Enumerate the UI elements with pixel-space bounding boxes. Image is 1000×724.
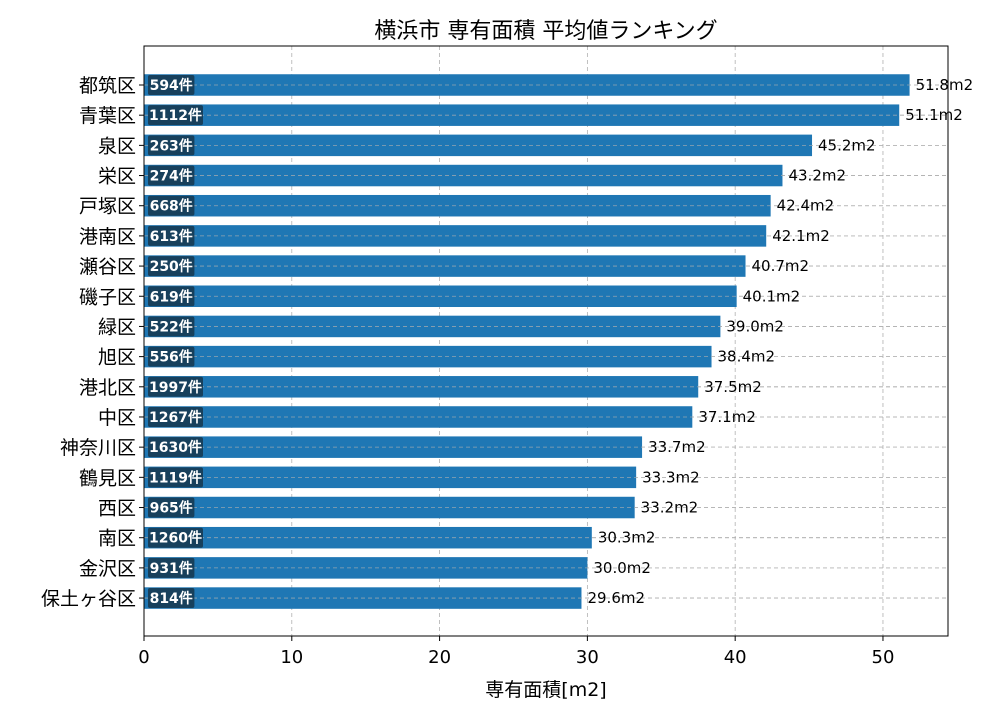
x-tick-label: 10 — [280, 647, 303, 668]
value-label: 43.2m2 — [788, 167, 846, 185]
category-label: 西区 — [98, 498, 136, 520]
count-badge — [148, 75, 195, 95]
value-label: 33.2m2 — [641, 499, 699, 517]
bar — [144, 134, 813, 157]
count-label: 613件 — [150, 228, 193, 245]
value-label: 39.0m2 — [726, 317, 784, 335]
category-label: 旭区 — [98, 347, 136, 369]
count-label: 556件 — [150, 349, 193, 366]
count-badge — [148, 376, 203, 397]
bar — [144, 255, 746, 277]
count-badge — [148, 406, 203, 427]
x-tick-label: 50 — [872, 647, 895, 668]
value-label: 33.3m2 — [642, 468, 700, 486]
count-badge — [148, 497, 195, 518]
axes: 0 10 20 30 40 50 都筑区青葉区泉区栄区戸塚区港南区瀬谷区磯子区緑区旭区港北区… — [41, 75, 894, 668]
count-badge — [148, 557, 195, 578]
count-label: 965件 — [150, 500, 193, 517]
value-label: 30.3m2 — [598, 529, 656, 547]
labels: 594件 51.8m2 1112件 51.1m2 263件 45.2m2 274件 43.2m… — [148, 75, 974, 609]
count-badge — [148, 225, 195, 246]
category-label: 都筑区 — [79, 75, 136, 97]
value-label: 40.1m2 — [743, 287, 801, 305]
count-label: 522件 — [150, 318, 193, 335]
category-label: 保土ヶ谷区 — [41, 588, 136, 610]
value-label: 42.4m2 — [777, 197, 835, 215]
count-label: 1267件 — [149, 409, 202, 426]
chart-title: 横浜市 専有面積 平均値ランキング — [374, 19, 717, 44]
count-badge — [148, 135, 195, 156]
count-badge — [148, 195, 195, 216]
value-label: 38.4m2 — [718, 348, 776, 366]
category-label: 港南区 — [79, 226, 136, 248]
category-label: 戸塚区 — [79, 196, 136, 218]
count-badge — [148, 286, 195, 307]
category-label: 港北区 — [79, 377, 136, 399]
count-label: 594件 — [150, 77, 193, 94]
count-label: 1119件 — [149, 469, 202, 486]
count-badge — [148, 316, 195, 337]
count-label: 931件 — [150, 560, 193, 577]
count-badge — [148, 346, 195, 367]
category-label: 瀬谷区 — [79, 256, 136, 278]
count-badge — [148, 256, 195, 277]
category-label: 青葉区 — [79, 105, 136, 127]
count-label: 1997件 — [149, 379, 202, 396]
category-label: 緑区 — [98, 316, 136, 338]
category-label: 南区 — [98, 528, 136, 550]
x-axis-label: 専有面積[m2] — [485, 679, 606, 701]
count-label: 668件 — [150, 198, 193, 215]
count-label: 1260件 — [149, 530, 202, 547]
count-label: 1112件 — [149, 107, 202, 124]
category-label: 金沢区 — [79, 558, 136, 580]
count-label: 1630件 — [149, 439, 202, 456]
x-tick-label: 0 — [138, 647, 149, 668]
x-tick-label: 30 — [576, 647, 599, 668]
value-label: 40.7m2 — [752, 257, 810, 275]
category-label: 泉区 — [98, 135, 136, 157]
value-label: 51.1m2 — [905, 106, 963, 124]
value-label: 30.0m2 — [593, 559, 651, 577]
bar — [144, 436, 643, 458]
x-tick-label: 20 — [428, 647, 451, 668]
x-tick-label: 40 — [724, 647, 747, 668]
category-label: 磯子区 — [79, 286, 136, 308]
value-label: 29.6m2 — [587, 589, 645, 607]
plot-frame — [143, 45, 949, 637]
bars — [144, 74, 948, 609]
category-label: 神奈川区 — [60, 437, 136, 459]
count-label: 250件 — [150, 258, 193, 275]
bar — [144, 74, 910, 96]
value-label: 51.8m2 — [916, 76, 974, 94]
category-label: 鶴見区 — [79, 467, 136, 489]
count-label: 263件 — [150, 137, 193, 154]
bar — [144, 104, 900, 126]
bar — [144, 164, 783, 187]
count-label: 814件 — [150, 590, 193, 607]
bar — [144, 194, 771, 217]
bar — [144, 557, 588, 579]
category-label: 中区 — [98, 407, 136, 429]
bar — [144, 526, 592, 549]
category-label: 栄区 — [98, 166, 136, 188]
bar — [144, 376, 699, 398]
count-badge — [148, 527, 203, 548]
count-label: 619件 — [150, 288, 193, 305]
value-label: 42.1m2 — [772, 227, 830, 245]
count-badge — [148, 105, 203, 126]
value-label: 45.2m2 — [818, 136, 876, 154]
value-label: 33.7m2 — [648, 438, 706, 456]
count-badge — [148, 467, 203, 488]
count-badge — [148, 588, 195, 609]
count-badge — [148, 165, 195, 186]
count-badge — [148, 437, 203, 458]
value-label: 37.5m2 — [704, 378, 762, 396]
count-label: 274件 — [150, 168, 193, 185]
value-label: 37.1m2 — [698, 408, 756, 426]
